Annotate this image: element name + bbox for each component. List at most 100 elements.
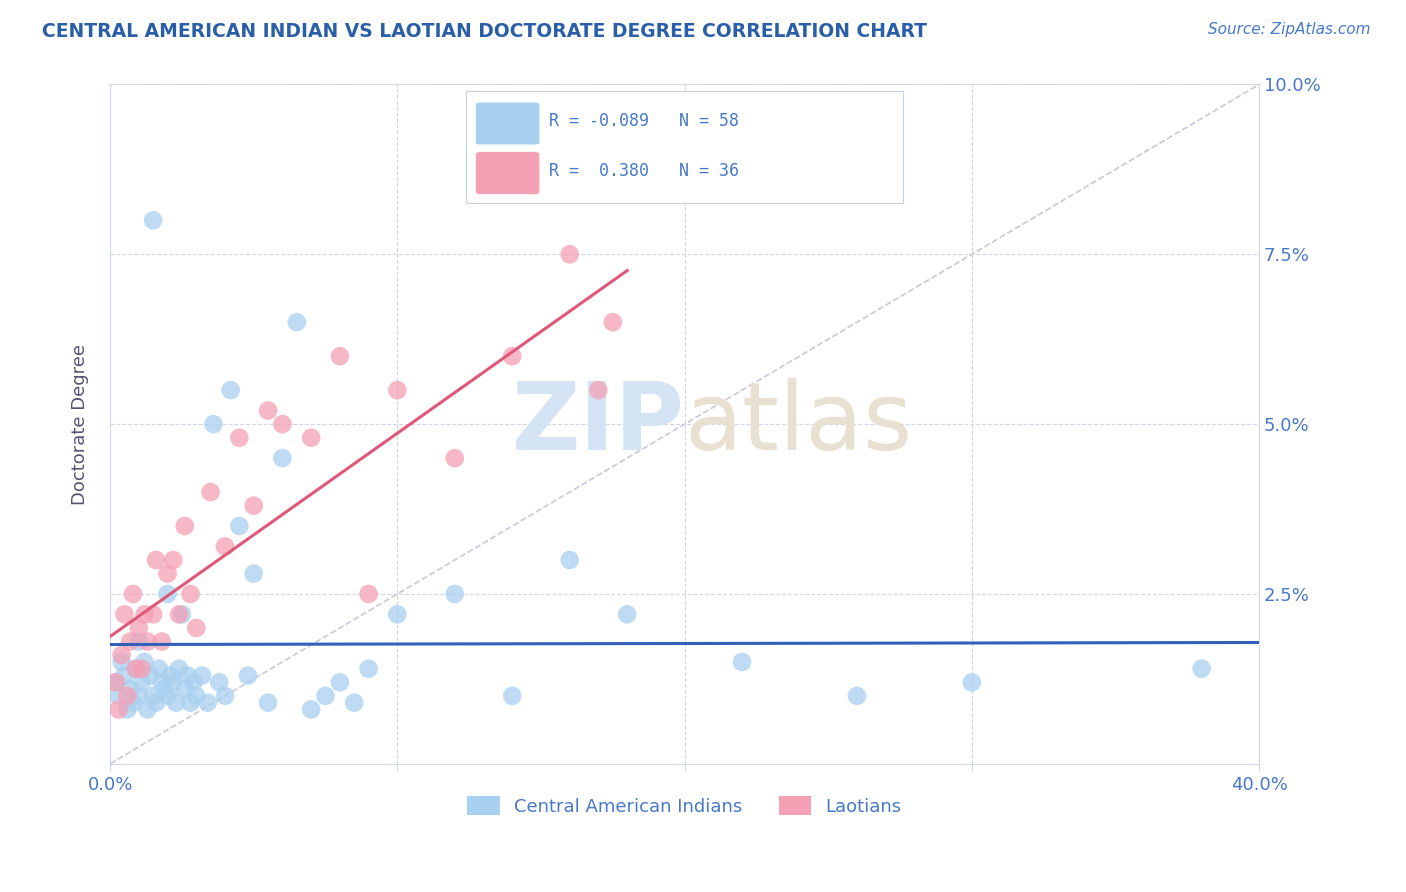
Point xyxy=(159,668,181,682)
Point xyxy=(120,634,142,648)
Point xyxy=(960,675,983,690)
Point xyxy=(200,485,222,500)
Point xyxy=(176,668,198,682)
Point xyxy=(104,675,127,690)
Point xyxy=(228,431,250,445)
Text: R = -0.089   N = 58: R = -0.089 N = 58 xyxy=(548,112,740,130)
Point xyxy=(107,702,129,716)
Point xyxy=(139,668,162,682)
Point xyxy=(315,689,337,703)
Point xyxy=(110,655,132,669)
Point xyxy=(104,675,127,690)
Point xyxy=(156,689,179,703)
Point xyxy=(122,696,145,710)
Point xyxy=(501,689,523,703)
Point xyxy=(329,675,352,690)
Point xyxy=(616,607,638,622)
Point xyxy=(186,621,208,635)
Point xyxy=(173,682,195,697)
Point xyxy=(214,689,236,703)
Point xyxy=(128,634,150,648)
Point xyxy=(558,553,581,567)
Point xyxy=(150,634,173,648)
Point xyxy=(162,553,184,567)
Point xyxy=(228,519,250,533)
Point xyxy=(167,607,190,622)
Point xyxy=(145,553,167,567)
Point xyxy=(271,417,294,431)
FancyBboxPatch shape xyxy=(475,152,540,194)
Point xyxy=(183,675,205,690)
Text: Source: ZipAtlas.com: Source: ZipAtlas.com xyxy=(1208,22,1371,37)
Point xyxy=(179,696,201,710)
Point xyxy=(114,607,136,622)
Point xyxy=(242,499,264,513)
Point xyxy=(136,634,159,648)
Point xyxy=(179,587,201,601)
Point xyxy=(219,383,242,397)
Point xyxy=(117,689,139,703)
Point xyxy=(165,696,187,710)
Point xyxy=(588,383,610,397)
Point xyxy=(120,682,142,697)
Point xyxy=(443,451,465,466)
Point xyxy=(122,587,145,601)
Point xyxy=(117,702,139,716)
Point xyxy=(148,662,170,676)
Point xyxy=(214,540,236,554)
Point xyxy=(202,417,225,431)
FancyBboxPatch shape xyxy=(467,91,903,203)
Text: CENTRAL AMERICAN INDIAN VS LAOTIAN DOCTORATE DEGREE CORRELATION CHART: CENTRAL AMERICAN INDIAN VS LAOTIAN DOCTO… xyxy=(42,22,927,41)
Point xyxy=(443,587,465,601)
Point xyxy=(110,648,132,662)
Text: atlas: atlas xyxy=(685,378,912,470)
Point xyxy=(299,702,322,716)
Point xyxy=(845,689,868,703)
Point xyxy=(142,213,165,227)
Point xyxy=(343,696,366,710)
Point xyxy=(731,655,754,669)
Point xyxy=(128,689,150,703)
Point xyxy=(114,668,136,682)
Text: ZIP: ZIP xyxy=(512,378,685,470)
Point xyxy=(136,702,159,716)
Point xyxy=(1191,662,1213,676)
Point xyxy=(170,607,193,622)
Point xyxy=(150,675,173,690)
Point xyxy=(357,662,380,676)
Point xyxy=(156,566,179,581)
Point xyxy=(125,662,148,676)
Point xyxy=(162,675,184,690)
Point xyxy=(257,403,280,417)
Y-axis label: Doctorate Degree: Doctorate Degree xyxy=(72,343,89,505)
Point xyxy=(602,315,624,329)
Point xyxy=(208,675,231,690)
Point xyxy=(257,696,280,710)
FancyBboxPatch shape xyxy=(475,102,540,145)
Point xyxy=(186,689,208,703)
Point xyxy=(173,519,195,533)
Point xyxy=(142,607,165,622)
Point xyxy=(558,247,581,261)
Point xyxy=(271,451,294,466)
Point xyxy=(142,689,165,703)
Point xyxy=(153,682,176,697)
Point xyxy=(156,587,179,601)
Point xyxy=(387,607,409,622)
Point xyxy=(299,431,322,445)
Point xyxy=(128,621,150,635)
Text: R =  0.380   N = 36: R = 0.380 N = 36 xyxy=(548,162,740,180)
Point xyxy=(329,349,352,363)
Point xyxy=(197,696,219,710)
Point xyxy=(131,662,153,676)
Point xyxy=(134,655,156,669)
Point xyxy=(191,668,214,682)
Point xyxy=(387,383,409,397)
Point xyxy=(134,607,156,622)
Point xyxy=(107,689,129,703)
Point xyxy=(131,675,153,690)
Point xyxy=(357,587,380,601)
Point xyxy=(145,696,167,710)
Point xyxy=(242,566,264,581)
Point xyxy=(236,668,259,682)
